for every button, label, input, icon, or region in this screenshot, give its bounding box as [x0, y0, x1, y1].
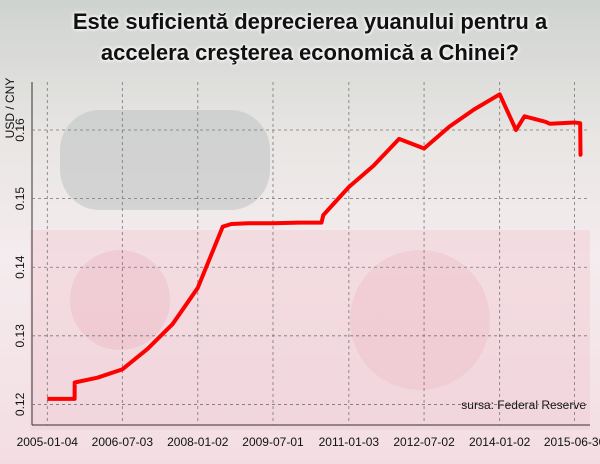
- chart-title: Este suficientă deprecierea yuanului pen…: [72, 9, 548, 65]
- y-tick-label: 0.15: [13, 187, 27, 211]
- x-tick-label: 2005-01-04: [17, 435, 79, 449]
- x-tick-label: 2008-01-02: [167, 435, 229, 449]
- y-tick-label: 0.14: [13, 255, 27, 279]
- background-banknotes: [30, 230, 590, 430]
- x-tick-label: 2015-06-30: [544, 435, 600, 449]
- y-axis-label: USD / CNY: [3, 78, 17, 139]
- background-banknotes: [350, 250, 490, 390]
- background-banknotes: [70, 250, 170, 350]
- background-figure: [60, 110, 270, 210]
- y-tick-label: 0.13: [13, 324, 27, 348]
- y-tick-label: 0.16: [13, 118, 27, 142]
- annotation: sursa: Federal Reserve: [461, 398, 586, 412]
- x-tick-label: 2006-07-03: [92, 435, 154, 449]
- x-tick-label: 2011-01-03: [319, 435, 380, 449]
- y-tick-label: 0.12: [13, 392, 27, 416]
- x-tick-label: 2014-01-02: [469, 435, 531, 449]
- data-line: [47, 92, 583, 401]
- x-tick-label: 2009-07-01: [242, 435, 304, 449]
- x-tick-label: 2012-07-02: [393, 435, 455, 449]
